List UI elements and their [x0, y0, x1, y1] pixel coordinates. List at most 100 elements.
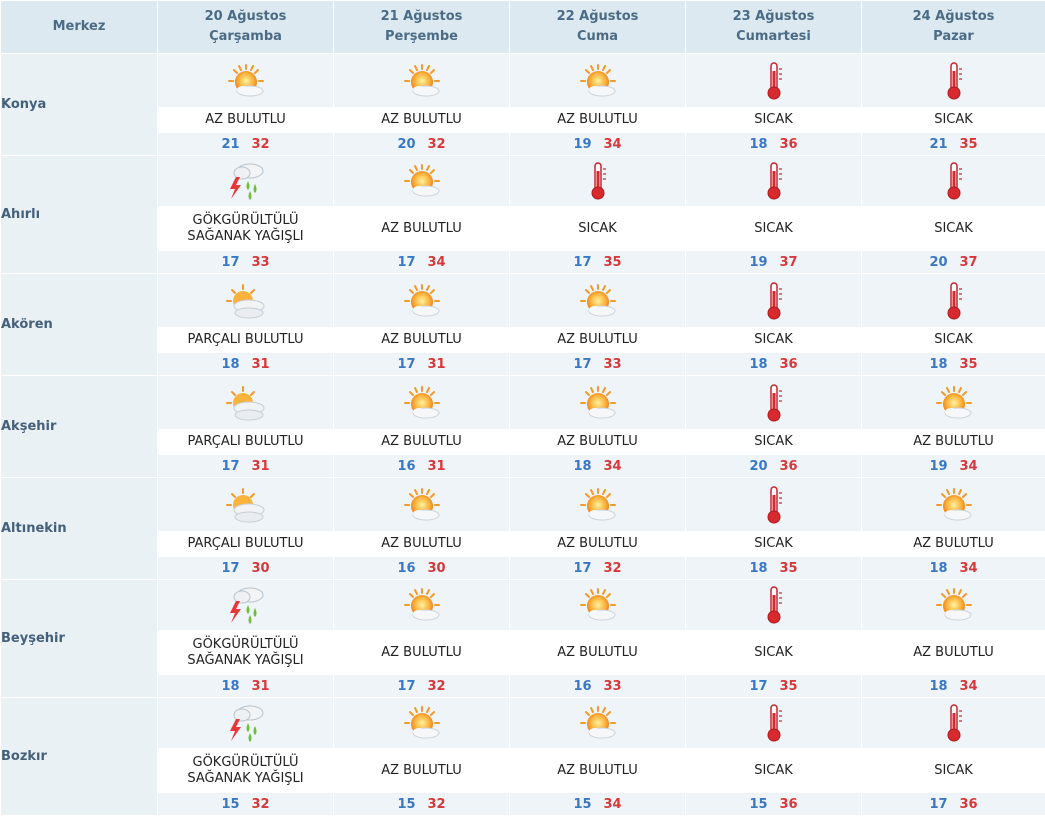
icon-zone: [686, 156, 861, 206]
min-temperature: 17: [749, 678, 768, 694]
thermometer-icon: [763, 61, 785, 101]
temperature-range: 20 37: [862, 251, 1045, 273]
min-temperature: 19: [573, 136, 592, 152]
max-temperature: 37: [779, 254, 798, 270]
sun-cloud-icon: [578, 705, 618, 741]
description-text: AZ BULUTLU: [381, 332, 462, 347]
max-temperature: 34: [603, 796, 622, 812]
temperature-range: 17 32: [510, 557, 685, 579]
forecast-cell: AZ BULUTLU 18 34: [861, 579, 1045, 698]
min-temperature: 20: [749, 458, 768, 474]
forecast-cell: SICAK 18 36: [685, 53, 862, 156]
weather-description: SICAK: [686, 748, 861, 793]
weather-description: AZ BULUTLU: [334, 630, 509, 675]
forecast-cell: SICAK 18 35: [861, 273, 1045, 376]
day-weekday: Cumartesi: [736, 29, 811, 44]
description-text: SICAK: [754, 536, 793, 551]
weather-description: AZ BULUTLU: [334, 107, 509, 133]
temperature-range: 15 32: [158, 793, 333, 815]
min-temperature: 18: [749, 356, 768, 372]
max-temperature: 34: [427, 254, 446, 270]
weather-description: SICAK: [686, 630, 861, 675]
weather-description: SICAK: [862, 107, 1045, 133]
max-temperature: 31: [251, 678, 270, 694]
description-text: SICAK: [754, 762, 793, 778]
thermometer-icon: [943, 281, 965, 321]
weather-description: AZ BULUTLU: [334, 748, 509, 793]
icon-zone: [334, 580, 509, 630]
weather-description: AZ BULUTLU: [334, 206, 509, 251]
weather-description: AZ BULUTLU: [510, 429, 685, 455]
temperature-range: 18 34: [510, 455, 685, 477]
thermometer-icon: [763, 161, 785, 201]
icon-zone: [862, 698, 1045, 748]
temperature-range: 19 34: [862, 455, 1045, 477]
temperature-range: 15 34: [510, 793, 685, 815]
description-text: GÖKGÜRÜLTÜLÜ SAĞANAK YAĞIŞLI: [187, 636, 304, 668]
icon-zone: [334, 156, 509, 206]
forecast-cell: PARÇALI BULUTLU 17 30: [157, 477, 334, 580]
weather-description: SICAK: [862, 748, 1045, 793]
max-temperature: 30: [251, 560, 270, 576]
min-temperature: 16: [573, 678, 592, 694]
sun-cloud-icon: [402, 487, 442, 523]
max-temperature: 35: [603, 254, 622, 270]
forecast-cell: GÖKGÜRÜLTÜLÜ SAĞANAK YAĞIŞLI 18 31: [157, 579, 334, 698]
weather-description: SICAK: [686, 531, 861, 557]
icon-zone: [686, 580, 861, 630]
max-temperature: 36: [779, 136, 798, 152]
thermometer-icon: [943, 61, 965, 101]
weather-description: GÖKGÜRÜLTÜLÜ SAĞANAK YAĞIŞLI: [158, 206, 333, 251]
min-temperature: 20: [397, 136, 416, 152]
table-row: Konya AZ BULUTLU 21 32 AZ BULUTLU 20 32 AZ BULU…: [0, 53, 1045, 156]
min-temperature: 18: [929, 356, 948, 372]
temperature-range: 18 35: [862, 353, 1045, 375]
description-text: SICAK: [754, 220, 793, 236]
weather-description: AZ BULUTLU: [862, 531, 1045, 557]
sun-cloud-icon: [578, 385, 618, 421]
min-temperature: 17: [397, 254, 416, 270]
description-text: SICAK: [754, 332, 793, 347]
thermometer-icon: [943, 161, 965, 201]
min-temperature: 16: [397, 458, 416, 474]
sun-cloud-icon: [402, 385, 442, 421]
icon-zone: [510, 274, 685, 327]
description-text: AZ BULUTLU: [205, 112, 286, 127]
min-temperature: 21: [929, 136, 948, 152]
min-temperature: 17: [221, 560, 240, 576]
corner-header: Merkez: [0, 0, 158, 54]
weather-description: SICAK: [686, 206, 861, 251]
weather-description: PARÇALI BULUTLU: [158, 429, 333, 455]
description-text: SICAK: [754, 644, 793, 660]
description-text: PARÇALI BULUTLU: [187, 332, 304, 347]
day-header: 20 Ağustos Çarşamba: [157, 0, 334, 54]
weather-description: AZ BULUTLU: [862, 630, 1045, 675]
city-name: Bozkır: [0, 697, 158, 816]
max-temperature: 35: [779, 678, 798, 694]
max-temperature: 34: [959, 678, 978, 694]
weather-description: AZ BULUTLU: [158, 107, 333, 133]
partly-cloudy-icon: [225, 385, 267, 421]
min-temperature: 18: [749, 136, 768, 152]
description-text: AZ BULUTLU: [557, 112, 638, 127]
sun-cloud-icon: [934, 587, 974, 623]
partly-cloudy-icon: [225, 283, 267, 319]
icon-zone: [862, 376, 1045, 429]
forecast-cell: AZ BULUTLU 16 31: [333, 375, 510, 478]
sun-cloud-icon: [934, 487, 974, 523]
day-date: 23 Ağustos: [732, 9, 815, 24]
forecast-cell: GÖKGÜRÜLTÜLÜ SAĞANAK YAĞIŞLI 17 33: [157, 155, 334, 274]
max-temperature: 35: [959, 136, 978, 152]
max-temperature: 33: [603, 356, 622, 372]
weather-description: AZ BULUTLU: [510, 748, 685, 793]
description-text: AZ BULUTLU: [557, 434, 638, 449]
min-temperature: 15: [221, 796, 240, 812]
forecast-cell: SICAK 20 36: [685, 375, 862, 478]
max-temperature: 31: [427, 356, 446, 372]
forecast-cell: AZ BULUTLU 17 32: [509, 477, 686, 580]
forecast-cell: AZ BULUTLU 15 32: [333, 697, 510, 816]
max-temperature: 34: [603, 458, 622, 474]
icon-zone: [686, 274, 861, 327]
max-temperature: 30: [427, 560, 446, 576]
